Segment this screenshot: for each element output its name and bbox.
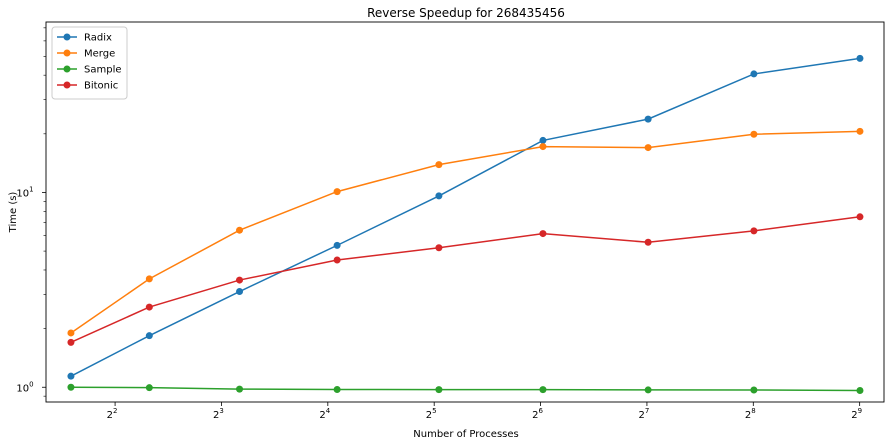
x-tick-base: 2	[639, 410, 645, 421]
data-point	[333, 385, 341, 393]
x-tick-base: 2	[319, 410, 325, 421]
data-point	[67, 338, 75, 346]
x-tick-base: 2	[426, 410, 432, 421]
series-sample	[67, 383, 864, 395]
legend-item: Bitonic	[57, 81, 118, 92]
data-point	[644, 144, 652, 152]
x-axis-label: Number of Processes	[413, 429, 518, 440]
data-point	[236, 385, 244, 393]
y-tick-base: 10	[16, 188, 29, 199]
x-tick-label: 22	[107, 407, 118, 421]
x-tick-exponent: 5	[432, 407, 436, 415]
x-tick-base: 2	[851, 410, 857, 421]
data-point	[333, 241, 341, 249]
legend-label: Bitonic	[84, 81, 118, 92]
data-point	[435, 192, 443, 200]
x-tick-exponent: 8	[751, 407, 755, 415]
chart-title: Reverse Speedup for 268435456	[367, 6, 565, 20]
legend-item: Radix	[57, 33, 112, 44]
legend-swatch-marker	[63, 65, 71, 73]
data-point	[539, 136, 547, 144]
x-tick-exponent: 6	[539, 407, 544, 415]
series-line	[70, 216, 861, 344]
x-tick-base: 2	[745, 410, 751, 421]
series-bitonic	[67, 213, 864, 346]
data-point	[539, 386, 547, 394]
legend-item: Merge	[57, 49, 115, 60]
legend-box	[51, 26, 128, 100]
x-tick-exponent: 3	[219, 407, 223, 415]
y-tick-exponent: 1	[29, 185, 33, 193]
data-point	[67, 329, 75, 337]
legend-swatch-marker	[63, 33, 71, 41]
series-line	[70, 386, 860, 392]
data-point	[145, 303, 153, 311]
data-point	[236, 226, 244, 234]
x-tick-label: 27	[639, 407, 650, 421]
data-point	[435, 161, 443, 169]
y-tick-label: 100	[16, 380, 33, 394]
data-point	[856, 387, 864, 395]
x-tick-exponent: 9	[858, 407, 862, 415]
data-point	[145, 332, 153, 340]
data-point	[856, 127, 864, 135]
x-tick-label: 24	[319, 407, 330, 421]
legend: Radix Merge Sample Bitonic	[51, 26, 128, 100]
data-point	[67, 372, 75, 380]
data-point	[644, 238, 652, 246]
data-point	[145, 275, 153, 283]
y-axis-label: Time (s)	[8, 192, 19, 234]
data-point	[333, 188, 341, 196]
data-point	[145, 384, 153, 392]
x-tick-base: 2	[107, 410, 113, 421]
data-point	[750, 227, 758, 235]
series-radix	[67, 54, 864, 380]
data-point	[856, 54, 864, 62]
x-tick-label: 29	[851, 407, 862, 421]
x-tick-label: 25	[426, 407, 437, 421]
x-tick-exponent: 4	[326, 407, 331, 415]
data-point	[644, 115, 652, 123]
data-point	[856, 213, 864, 221]
x-tick-label: 23	[213, 407, 224, 421]
data-point	[236, 288, 244, 296]
x-tick-exponent: 7	[645, 407, 649, 415]
y-tick-base: 10	[16, 383, 29, 394]
data-point	[539, 143, 547, 151]
legend-item: Sample	[57, 65, 122, 76]
data-point	[750, 130, 758, 138]
data-point	[67, 383, 75, 391]
x-tick-label: 28	[745, 407, 756, 421]
data-point	[644, 386, 652, 394]
data-point	[750, 70, 758, 78]
data-point	[333, 256, 341, 264]
legend-swatch-marker	[63, 81, 71, 89]
data-point	[435, 386, 443, 394]
series-layer	[67, 54, 864, 395]
x-tick-base: 2	[532, 410, 538, 421]
plot-area	[45, 21, 885, 403]
series-line	[70, 57, 861, 377]
legend-swatch-marker	[63, 49, 71, 57]
legend-label: Radix	[84, 33, 112, 44]
data-point	[435, 244, 443, 252]
x-tick-exponent: 2	[113, 407, 117, 415]
data-point	[236, 276, 244, 284]
legend-label: Sample	[84, 65, 122, 76]
data-point	[750, 386, 758, 394]
series-merge	[67, 127, 864, 337]
legend-label: Merge	[84, 49, 115, 60]
x-tick-label: 26	[532, 407, 543, 421]
y-tick-label: 101	[16, 185, 33, 199]
data-point	[539, 230, 547, 238]
x-tick-base: 2	[213, 410, 219, 421]
y-tick-exponent: 0	[29, 380, 33, 388]
x-axis: 22 23 24 25 26 27 28 29	[107, 402, 862, 421]
